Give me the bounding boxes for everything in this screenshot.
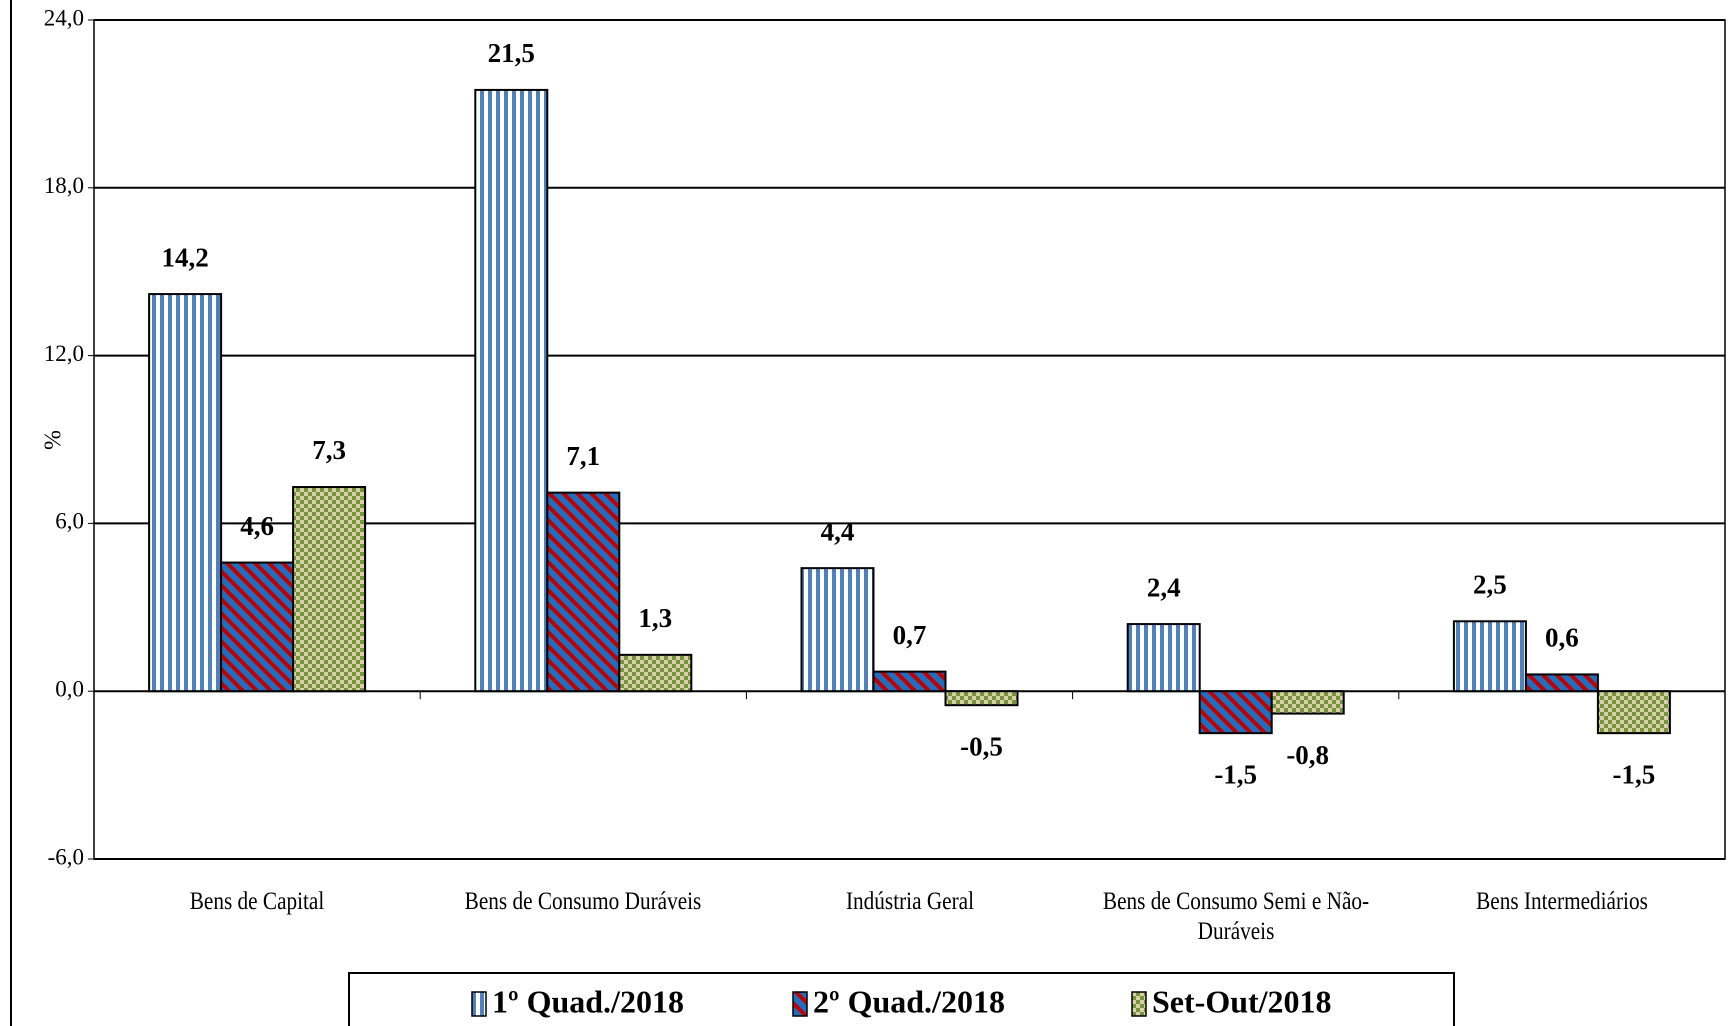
x-tick-label: Bens de Capital [189, 888, 325, 915]
data-label: 4,6 [240, 511, 274, 541]
legend-label: 2º Quad./2018 [813, 983, 1005, 1019]
bar [872, 670, 947, 693]
bar [220, 561, 295, 693]
x-tick-label: Indústria Geral [845, 888, 974, 915]
legend-swatch [1131, 991, 1147, 1017]
x-tick-label: Bens Intermediários [1476, 888, 1648, 915]
x-tick-label: Bens de Consumo Duráveis [464, 888, 702, 915]
x-tick-label: Bens de Consumo Semi e Não-Duráveis [1102, 888, 1369, 945]
bar [1596, 690, 1671, 735]
y-tick-label: -6,0 [48, 844, 84, 869]
data-label: 0,6 [1545, 623, 1579, 653]
data-label: -1,5 [1613, 759, 1656, 789]
legend-label: Set-Out/2018 [1152, 983, 1332, 1019]
data-label: 2,4 [1147, 572, 1181, 602]
data-label: 21,5 [488, 38, 535, 68]
y-tick-label: 0,0 [55, 676, 84, 701]
bar [148, 293, 223, 693]
legend-swatch [792, 991, 808, 1017]
data-label: 7,3 [312, 435, 346, 465]
bar [1270, 690, 1345, 715]
data-label: 14,2 [161, 242, 208, 272]
bar [618, 653, 693, 693]
bar [1126, 623, 1201, 693]
bar [944, 690, 1019, 707]
y-tick-label: 6,0 [55, 509, 84, 534]
legend-label: 1º Quad./2018 [492, 983, 684, 1019]
data-label: -0,5 [960, 731, 1003, 761]
data-label: 4,4 [821, 516, 855, 546]
y-tick-label: 24,0 [44, 5, 84, 30]
legend [348, 972, 1455, 1026]
data-label: 2,5 [1473, 569, 1507, 599]
data-label: 0,7 [893, 620, 927, 650]
y-axis-label: % [41, 430, 67, 450]
bar [1452, 620, 1527, 693]
data-label: 7,1 [566, 441, 600, 471]
bar [474, 88, 549, 693]
bar [1524, 673, 1599, 693]
bar [292, 486, 367, 693]
data-label: 1,3 [638, 603, 672, 633]
data-label: -0,8 [1286, 740, 1329, 770]
bar [546, 491, 621, 693]
bar [1198, 690, 1273, 735]
bar [800, 567, 875, 693]
legend-swatch [471, 991, 487, 1017]
y-tick-label: 18,0 [44, 173, 84, 198]
data-label: -1,5 [1214, 759, 1257, 789]
y-tick-label: 12,0 [44, 341, 84, 366]
